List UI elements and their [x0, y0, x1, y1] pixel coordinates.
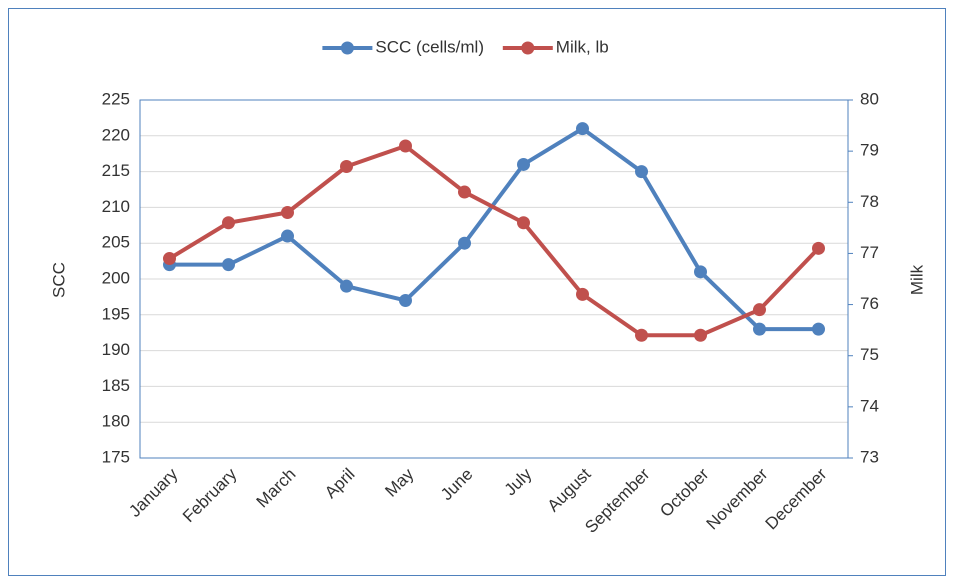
series-line [168, 144, 820, 338]
marker [576, 287, 589, 301]
legend-label: Milk, lb [556, 37, 609, 56]
marker [517, 216, 530, 230]
y-tick-label: 185 [102, 376, 130, 395]
y-tick-label: 200 [102, 268, 130, 287]
y-tick-label: 190 [102, 340, 130, 359]
y2-tick-label: 76 [860, 294, 879, 313]
y-tick-label: 205 [102, 233, 130, 252]
y2-axis-title: Milk [907, 264, 926, 295]
marker [576, 122, 589, 136]
y2-tick-label: 78 [860, 192, 879, 211]
marker [281, 206, 294, 220]
marker [812, 241, 825, 255]
marker [753, 322, 766, 336]
chart-border [8, 8, 946, 576]
marker [281, 229, 294, 243]
marker [517, 157, 530, 171]
y-axis-title: SCC [49, 262, 68, 298]
y2-tick-label: 79 [860, 141, 879, 160]
y2-tick-label: 75 [860, 345, 879, 364]
marker [458, 185, 471, 199]
y-tick-label: 220 [102, 125, 130, 144]
marker [399, 293, 412, 307]
y-tick-label: 180 [102, 412, 130, 431]
series-line [169, 126, 819, 332]
marker [635, 328, 648, 342]
y-tick-label: 210 [102, 197, 130, 216]
marker [812, 322, 825, 336]
marker [694, 265, 707, 279]
marker [635, 165, 648, 179]
marker [340, 279, 353, 293]
legend-marker [340, 41, 354, 55]
marker [399, 139, 412, 153]
plot-border [139, 99, 849, 459]
y2-tick-label: 73 [860, 447, 879, 466]
marker [340, 159, 353, 173]
legend-marker [521, 41, 535, 55]
marker [694, 328, 707, 342]
legend-label: SCC (cells/ml) [375, 37, 484, 56]
marker [753, 303, 766, 317]
y2-tick-label: 77 [860, 243, 879, 262]
y-tick-label: 225 [102, 89, 130, 108]
y-tick-label: 215 [102, 161, 130, 180]
y2-tick-label: 80 [860, 89, 879, 108]
marker [222, 216, 235, 230]
marker [222, 258, 235, 272]
y-tick-label: 175 [102, 447, 130, 466]
y2-tick-label: 74 [860, 396, 879, 415]
marker [458, 236, 471, 250]
y-tick-label: 195 [102, 304, 130, 323]
marker [163, 252, 176, 266]
